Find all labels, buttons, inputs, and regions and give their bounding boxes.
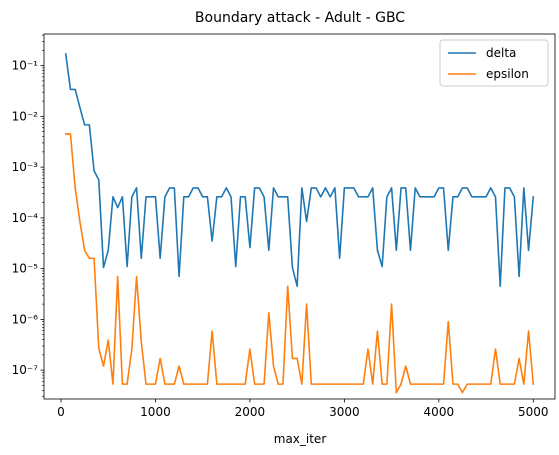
x-tick-label: 2000 — [235, 405, 266, 419]
legend: delta epsilon — [439, 39, 549, 87]
series-line-epsilon — [64, 133, 535, 394]
series-layer — [64, 53, 535, 394]
x-tick-label: 3000 — [329, 405, 360, 419]
y-tick-label: 10⁻⁷ — [12, 363, 39, 377]
chart-title: Boundary attack - Adult - GBC — [195, 10, 405, 26]
x-tick-label: 5000 — [518, 405, 549, 419]
x-tick-label: 0 — [57, 405, 65, 419]
y-tick-label: 10⁻³ — [12, 160, 39, 174]
y-tick-label: 10⁻¹ — [12, 59, 39, 73]
x-tick-label: 1000 — [140, 405, 171, 419]
legend-label-delta: delta — [486, 46, 516, 60]
x-tick-label: 4000 — [424, 405, 455, 419]
series-line-delta — [64, 53, 535, 288]
ticks-layer: 0 1000 2000 3000 4000 5000 10⁻⁷ 10⁻⁶ 10⁻⁵ 10⁻⁴ 10⁻… — [12, 34, 549, 419]
y-tick-label: 10⁻² — [12, 109, 39, 123]
plot-area-frame — [43, 33, 556, 400]
y-tick-label: 10⁻⁵ — [12, 262, 39, 276]
y-tick-label: 10⁻⁶ — [12, 312, 39, 326]
legend-label-epsilon: epsilon — [486, 67, 529, 81]
x-axis-label: max_iter — [274, 432, 327, 446]
y-tick-label: 10⁻⁴ — [12, 211, 39, 225]
